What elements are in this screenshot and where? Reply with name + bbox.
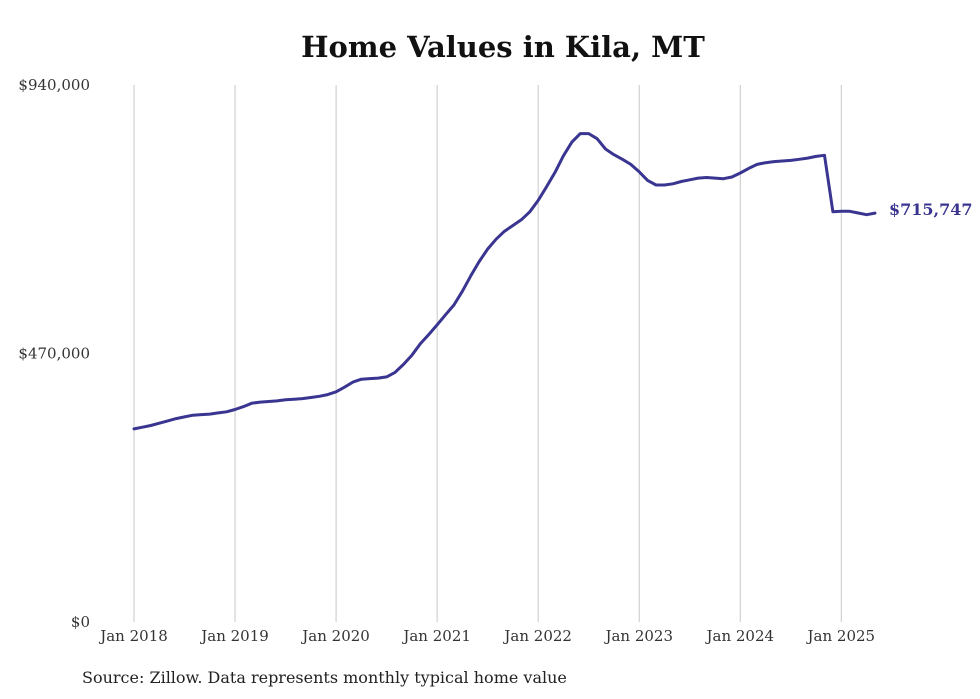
x-tick-label: Jan 2024 <box>704 627 774 645</box>
grid-lines <box>133 85 842 622</box>
x-tick-label: Jan 2022 <box>502 627 572 645</box>
x-axis-ticks: Jan 2018 Jan 2019 Jan 2020 Jan 2021 Jan 2022… <box>98 627 875 645</box>
chart-title: Home Values in Kila, MT <box>301 30 705 64</box>
x-tick-label: Jan 2018 <box>98 627 168 645</box>
x-tick-label: Jan 2020 <box>300 627 370 645</box>
home-value-line <box>132 132 877 431</box>
y-tick-label: $0 <box>71 613 90 631</box>
x-tick-label: Jan 2021 <box>401 627 471 645</box>
y-tick-label: $940,000 <box>18 76 90 94</box>
x-tick-label: Jan 2019 <box>199 627 269 645</box>
y-tick-label: $470,000 <box>18 345 90 363</box>
source-note: Source: Zillow. Data represents monthly … <box>82 668 567 687</box>
x-tick-label: Jan 2025 <box>806 627 876 645</box>
y-axis-ticks: $940,000 $470,000 $0 <box>18 76 90 631</box>
x-tick-label: Jan 2023 <box>603 627 673 645</box>
end-value-label: $715,747 <box>889 200 973 219</box>
